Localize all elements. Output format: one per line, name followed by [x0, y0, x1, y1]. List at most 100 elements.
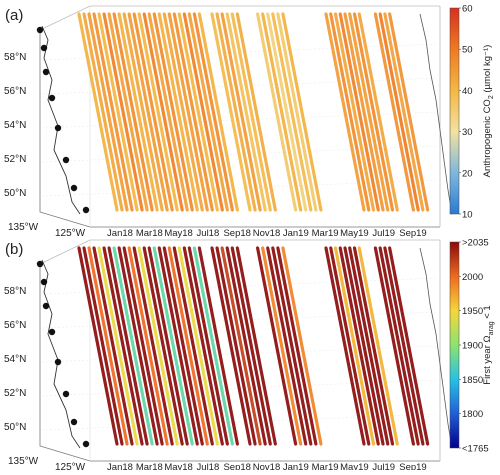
track-streak	[348, 246, 390, 446]
colorbar-tick-label: >2035	[462, 238, 489, 249]
track-streak	[333, 12, 376, 212]
station-marker	[54, 124, 62, 132]
track-streak	[107, 12, 149, 212]
track-streak	[192, 246, 234, 446]
station-marker	[54, 358, 62, 366]
frame-left	[39, 30, 440, 228]
track-streak	[187, 246, 229, 446]
station-marker	[48, 94, 56, 102]
track-streak	[92, 12, 134, 212]
track-streak	[256, 12, 298, 212]
track-streak	[333, 246, 376, 446]
track-streak	[197, 246, 239, 446]
station-marker	[70, 418, 78, 426]
track-data	[77, 12, 430, 212]
track-streak	[117, 246, 159, 446]
track-streak	[132, 246, 174, 446]
colorbar-label-main: First year Ω	[482, 335, 493, 384]
time-tick-label: Jan18	[107, 462, 133, 470]
coastline-right	[419, 13, 453, 215]
y-tick-label: 52°N	[4, 388, 26, 399]
track-streak	[142, 246, 184, 446]
y-tick-label: 54°N	[4, 120, 26, 131]
track-streak	[373, 246, 415, 446]
track-streak	[177, 12, 219, 212]
coastline-left	[36, 25, 90, 215]
track-streak	[107, 246, 149, 446]
station-marker	[40, 278, 48, 286]
track-streak	[132, 12, 174, 212]
track-streak	[329, 246, 371, 446]
y-tick-label: 56°N	[4, 86, 26, 97]
time-tick-label: May19	[340, 228, 369, 239]
station-marker	[82, 440, 90, 448]
track-streak	[112, 246, 154, 446]
track-streak	[137, 246, 179, 446]
station-marker	[82, 206, 90, 214]
x-tick-label: 125°W	[55, 228, 86, 239]
colorbar-label-sub: 2	[488, 95, 495, 99]
y-tick-label: 54°N	[4, 354, 26, 365]
track-streak	[383, 246, 425, 446]
track-streak	[230, 12, 272, 212]
track-streak	[82, 246, 124, 446]
track-streak	[82, 12, 124, 212]
track-streak	[147, 12, 189, 212]
x-tick-label: 135°W	[8, 456, 39, 467]
frame-left	[39, 264, 440, 462]
colorbar-tick-label: 50	[462, 45, 473, 56]
track-streak	[77, 12, 119, 212]
y-tick-label: 50°N	[4, 422, 26, 433]
y-tick-label: 50°N	[4, 188, 26, 199]
track-streak	[215, 246, 257, 446]
track-streak	[215, 12, 257, 212]
track-streak	[271, 246, 313, 446]
track-streak	[230, 246, 272, 446]
time-tick-label: Sep19	[399, 462, 426, 470]
track-streak	[378, 246, 420, 446]
track-streak	[338, 246, 380, 446]
track-streak	[266, 12, 308, 212]
time-tick-label: Sep18	[223, 462, 250, 470]
track-streak	[162, 12, 204, 212]
track-streak	[225, 12, 267, 212]
colorbar-label-unit: < 1	[482, 305, 493, 321]
track-streak	[177, 246, 219, 446]
track-streak	[77, 246, 119, 446]
track-streak	[87, 246, 129, 446]
station-marker	[62, 390, 70, 398]
time-tick-label: Jul19	[372, 228, 395, 239]
track-streak	[383, 12, 425, 212]
station-marker	[36, 260, 44, 268]
colorbar-label: Anthropogenic CO2 (µmol kg⁻¹)	[482, 45, 495, 178]
track-streak	[172, 12, 214, 212]
colorbar-tick-label: 30	[462, 127, 473, 138]
track-streak	[87, 12, 129, 212]
track-streak	[343, 246, 385, 446]
track-streak	[127, 246, 169, 446]
track-streak	[343, 12, 385, 212]
track-streak	[92, 246, 134, 446]
track-streak	[329, 12, 371, 212]
track-streak	[348, 12, 390, 212]
track-streak	[271, 12, 313, 212]
track-streak	[235, 12, 277, 212]
track-streak	[324, 12, 366, 212]
x-tick-label: 135°W	[8, 222, 39, 233]
colorbar-label-main: Anthropogenic CO	[482, 99, 493, 177]
track-streak	[357, 246, 399, 446]
time-tick-label: May18	[164, 462, 193, 470]
time-tick-label: Sep19	[399, 228, 426, 239]
station-marker	[40, 44, 48, 52]
y-tick-label: 58°N	[4, 52, 26, 63]
track-streak	[256, 246, 298, 446]
track-streak	[261, 246, 303, 446]
track-streak	[324, 246, 366, 446]
track-streak	[127, 12, 169, 212]
track-streak	[152, 12, 194, 212]
time-tick-label: Jan19	[283, 228, 309, 239]
time-tick-label: Jul19	[372, 462, 395, 470]
track-streak	[162, 246, 204, 446]
